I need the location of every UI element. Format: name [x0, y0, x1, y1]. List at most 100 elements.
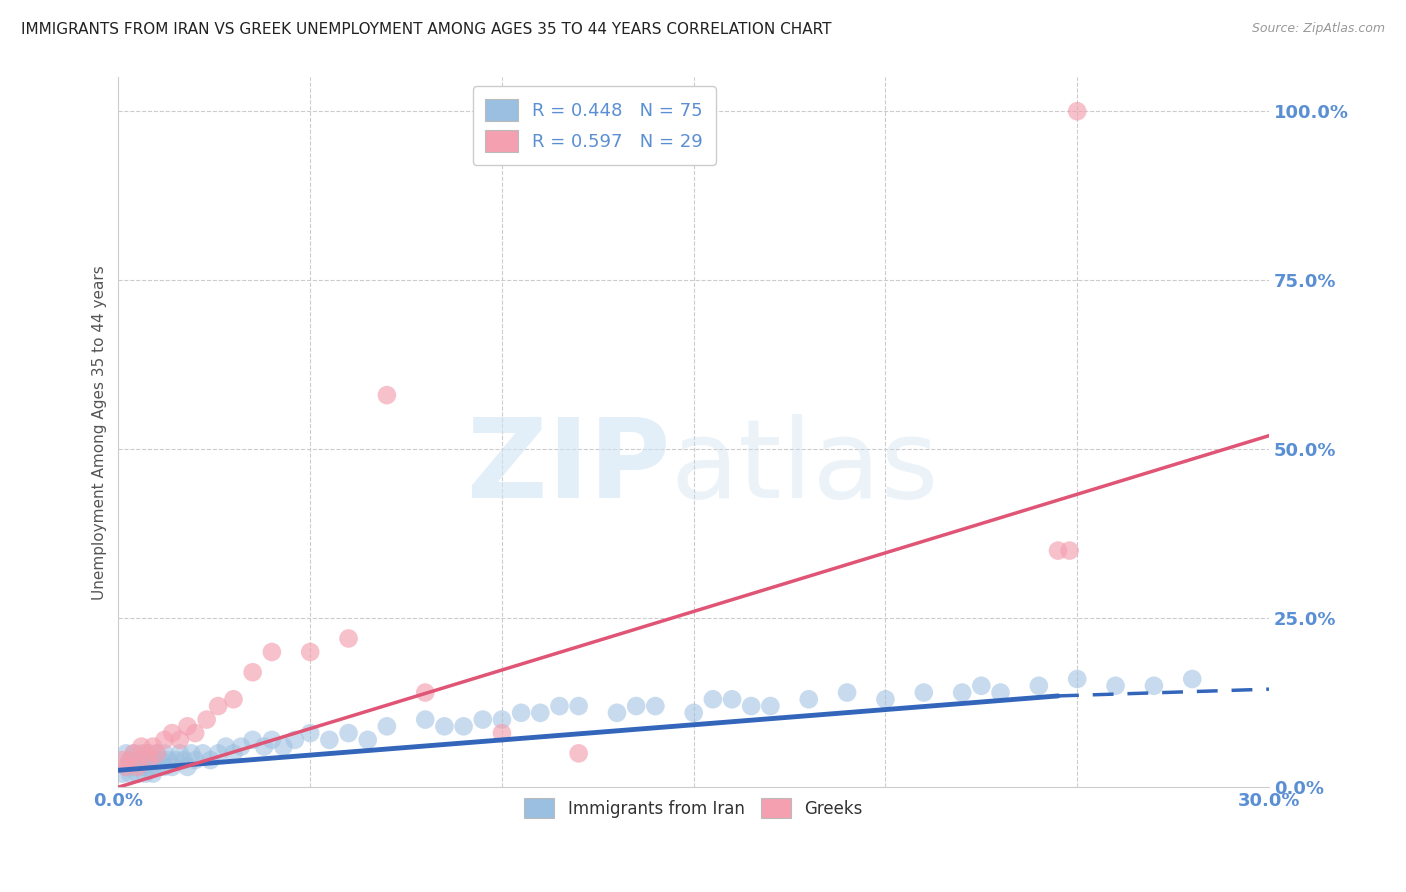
Point	[835, 685, 858, 699]
Point	[433, 719, 456, 733]
Point	[1181, 672, 1204, 686]
Point	[721, 692, 744, 706]
Point	[337, 632, 360, 646]
Point	[207, 747, 229, 761]
Point	[912, 685, 935, 699]
Point	[1047, 543, 1070, 558]
Point	[131, 760, 153, 774]
Point	[568, 699, 591, 714]
Point	[1104, 679, 1126, 693]
Point	[950, 685, 973, 699]
Point	[131, 739, 153, 754]
Point	[165, 753, 187, 767]
Point	[134, 747, 156, 761]
Point	[215, 739, 238, 754]
Point	[471, 713, 494, 727]
Point	[568, 747, 591, 761]
Point	[127, 766, 149, 780]
Point	[242, 665, 264, 680]
Text: atlas: atlas	[671, 414, 939, 521]
Point	[260, 645, 283, 659]
Point	[231, 739, 253, 754]
Point	[1059, 543, 1081, 558]
Point	[142, 739, 165, 754]
Point	[115, 747, 138, 761]
Point	[153, 732, 176, 747]
Point	[207, 699, 229, 714]
Point	[138, 760, 160, 774]
Point	[453, 719, 475, 733]
Point	[702, 692, 724, 706]
Point	[153, 760, 176, 774]
Point	[510, 706, 533, 720]
Point	[134, 766, 156, 780]
Point	[740, 699, 762, 714]
Point	[375, 388, 398, 402]
Point	[122, 760, 145, 774]
Point	[606, 706, 628, 720]
Point	[491, 726, 513, 740]
Point	[127, 760, 149, 774]
Point	[118, 753, 141, 767]
Point	[169, 732, 191, 747]
Point	[122, 747, 145, 761]
Point	[318, 732, 340, 747]
Point	[115, 760, 138, 774]
Point	[146, 760, 169, 774]
Point	[284, 732, 307, 747]
Point	[299, 645, 322, 659]
Point	[357, 732, 380, 747]
Point	[146, 747, 169, 761]
Point	[222, 747, 245, 761]
Point	[200, 753, 222, 767]
Point	[169, 747, 191, 761]
Point	[529, 706, 551, 720]
Point	[624, 699, 647, 714]
Point	[118, 753, 141, 767]
Point	[797, 692, 820, 706]
Point	[111, 753, 134, 767]
Point	[176, 719, 198, 733]
Text: ZIP: ZIP	[467, 414, 671, 521]
Point	[682, 706, 704, 720]
Point	[122, 747, 145, 761]
Point	[337, 726, 360, 740]
Point	[548, 699, 571, 714]
Point	[184, 753, 207, 767]
Point	[142, 753, 165, 767]
Point	[115, 760, 138, 774]
Point	[176, 760, 198, 774]
Point	[875, 692, 897, 706]
Point	[173, 753, 195, 767]
Point	[153, 747, 176, 761]
Point	[260, 732, 283, 747]
Point	[1066, 104, 1088, 119]
Text: Source: ZipAtlas.com: Source: ZipAtlas.com	[1251, 22, 1385, 36]
Point	[131, 747, 153, 761]
Point	[160, 760, 183, 774]
Point	[118, 766, 141, 780]
Point	[273, 739, 295, 754]
Point	[184, 726, 207, 740]
Point	[134, 753, 156, 767]
Point	[160, 726, 183, 740]
Y-axis label: Unemployment Among Ages 35 to 44 years: Unemployment Among Ages 35 to 44 years	[93, 265, 107, 599]
Point	[191, 747, 214, 761]
Point	[195, 713, 218, 727]
Text: IMMIGRANTS FROM IRAN VS GREEK UNEMPLOYMENT AMONG AGES 35 TO 44 YEARS CORRELATION: IMMIGRANTS FROM IRAN VS GREEK UNEMPLOYME…	[21, 22, 831, 37]
Point	[970, 679, 993, 693]
Point	[1066, 672, 1088, 686]
Point	[157, 753, 180, 767]
Point	[242, 732, 264, 747]
Point	[759, 699, 782, 714]
Point	[111, 766, 134, 780]
Point	[142, 766, 165, 780]
Point	[299, 726, 322, 740]
Point	[1143, 679, 1166, 693]
Point	[491, 713, 513, 727]
Point	[253, 739, 276, 754]
Legend: Immigrants from Iran, Greeks: Immigrants from Iran, Greeks	[517, 791, 870, 825]
Point	[146, 747, 169, 761]
Point	[222, 692, 245, 706]
Point	[180, 747, 202, 761]
